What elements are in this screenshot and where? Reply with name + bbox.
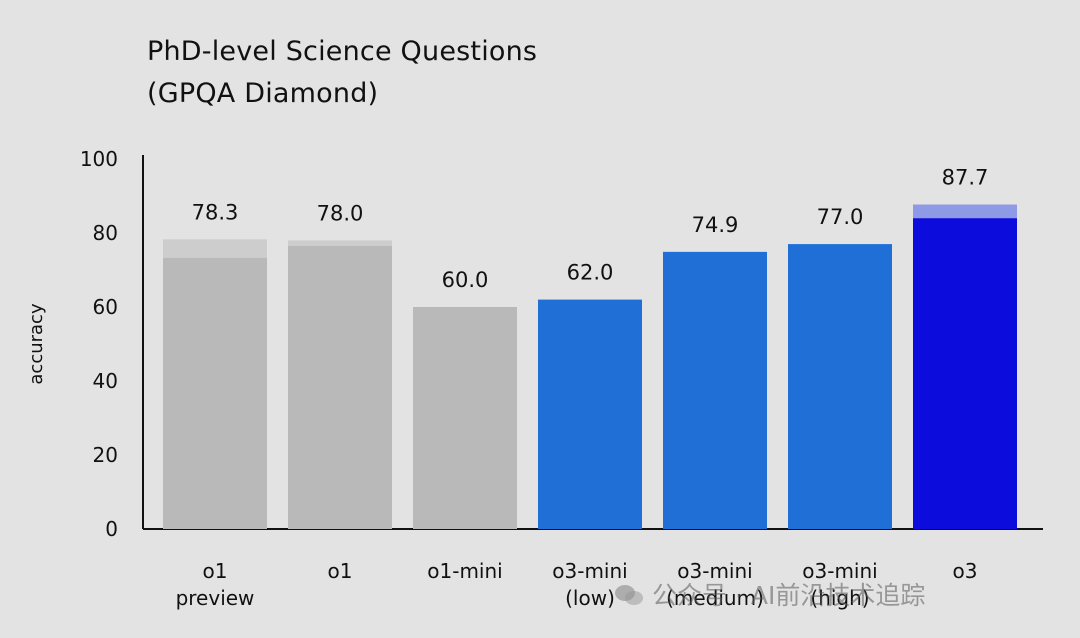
bar — [663, 251, 767, 529]
bar — [538, 299, 642, 529]
x-tick-label: o3 — [953, 559, 978, 583]
x-tick-label: (high) — [810, 586, 869, 610]
x-tick-label: o1-mini — [427, 559, 502, 583]
x-tick-label: o1 — [203, 559, 228, 583]
y-tick-label-0: 0 — [105, 517, 118, 541]
bar — [913, 218, 1017, 529]
x-tick-label: (medium) — [666, 586, 764, 610]
watermark-text: 公众号 · AI前沿技术追踪 — [652, 581, 926, 610]
chart-title-line1: PhD-level Science Questions — [147, 36, 538, 67]
bar — [163, 257, 267, 529]
x-tick-label: (low) — [565, 586, 615, 610]
chart-title-line2: (GPQA Diamond) — [147, 78, 379, 109]
x-tick-label: preview — [176, 586, 255, 610]
bar-top-segment — [288, 240, 392, 246]
bar-value-label: 78.3 — [192, 200, 239, 224]
x-tick-label: o3-mini — [552, 559, 627, 583]
bar-value-label: 78.0 — [317, 201, 364, 225]
bar-value-label: 60.0 — [442, 268, 489, 292]
y-tick-label-60: 60 — [93, 295, 118, 319]
y-tick-label-80: 80 — [93, 221, 118, 245]
bar-value-label: 77.0 — [817, 205, 864, 229]
bar-value-label: 74.9 — [692, 213, 739, 237]
bar-top-segment — [913, 204, 1017, 219]
bar-top-segment — [163, 239, 267, 258]
wechat-icon — [615, 585, 643, 605]
bar — [413, 307, 517, 529]
watermark: 公众号 · AI前沿技术追踪 — [614, 576, 925, 612]
x-tick-label: o3-mini — [677, 559, 752, 583]
y-axis-label: accuracy — [26, 303, 47, 385]
y-tick-label-40: 40 — [93, 369, 118, 393]
bar-value-label: 62.0 — [567, 261, 614, 285]
bar — [288, 245, 392, 529]
y-tick-label-20: 20 — [93, 443, 118, 467]
y-tick-label-100: 100 — [80, 147, 118, 171]
bar-value-label: 87.7 — [942, 166, 989, 190]
x-tick-label: o1 — [328, 559, 353, 583]
bar — [788, 244, 892, 529]
x-tick-label: o3-mini — [802, 559, 877, 583]
